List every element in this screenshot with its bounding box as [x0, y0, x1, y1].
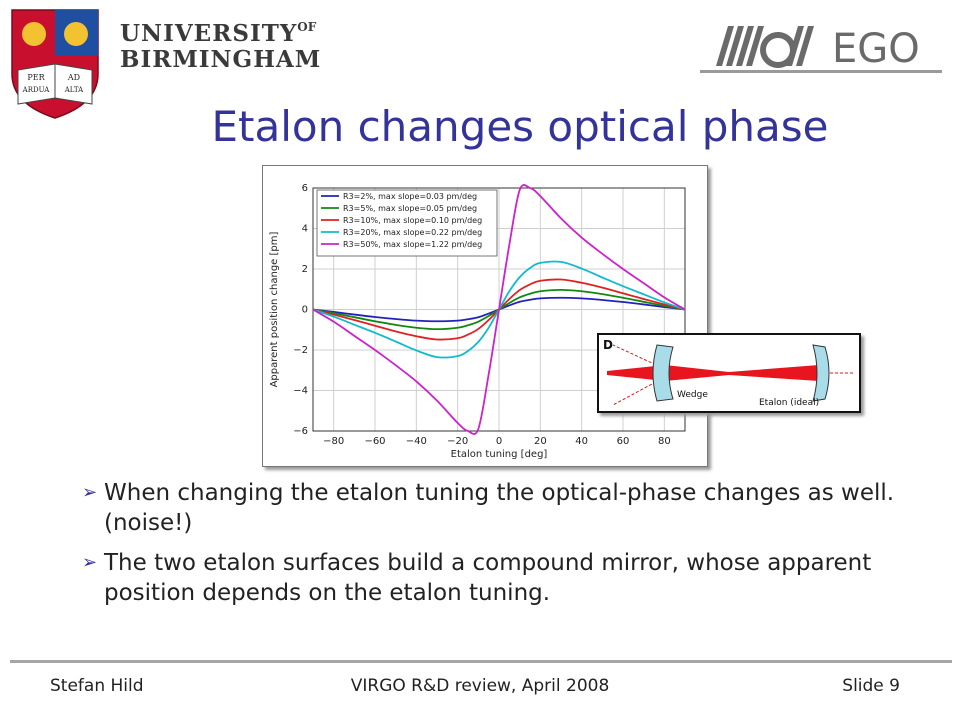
- x-tick-label: −20: [447, 436, 468, 447]
- footer-divider: [10, 660, 952, 663]
- ego-logo: EGO: [716, 26, 920, 70]
- legend-box: [316, 189, 498, 257]
- legend-label: R3=2%, max slope=0.03 pm/deg: [343, 192, 477, 201]
- etalon-diagram: D Wedge Etalon (ideal): [603, 338, 855, 408]
- y-tick-label: 0: [302, 305, 308, 316]
- university-line1: UNIVERSITY: [120, 20, 298, 47]
- crest-motto-alta: ALTA: [64, 86, 84, 94]
- y-tick-label: −6: [293, 426, 308, 437]
- bullet-arrow-icon: ➢: [82, 552, 98, 573]
- y-tick-label: 2: [302, 264, 308, 275]
- footer-slide-number: Slide 9: [842, 676, 900, 696]
- x-tick-label: −60: [364, 436, 385, 447]
- x-tick-label: 40: [575, 436, 588, 447]
- bullet-arrow-icon: ➢: [82, 482, 98, 503]
- series-line-5: [312, 184, 686, 435]
- bullet-item: ➢ When changing the etalon tuning the op…: [82, 478, 942, 538]
- university-of: OF: [297, 20, 317, 34]
- university-line2: BIRMINGHAM: [120, 46, 322, 73]
- slide-title: Etalon changes optical phase: [211, 102, 829, 151]
- crest-motto-ad: AD: [67, 73, 80, 82]
- footer-event: VIRGO R&D review, April 2008: [350, 676, 610, 696]
- laser-beam: [607, 365, 825, 381]
- x-tick-label: 80: [658, 436, 671, 447]
- wedge-optic: [652, 344, 674, 402]
- crest-motto-per: PER: [27, 73, 45, 82]
- inset-wedge-label: Wedge: [677, 390, 708, 400]
- crest-motto-ardua: ARDUA: [22, 86, 51, 94]
- y-axis-label: Apparent position change [pm]: [269, 232, 280, 388]
- legend-label: R3=50%, max slope=1.22 pm/deg: [343, 240, 482, 249]
- university-crest-logo: PER AD ARDUA ALTA: [11, 9, 99, 119]
- legend-label: R3=20%, max slope=0.22 pm/deg: [343, 228, 482, 237]
- bullet-text: The two etalon surfaces build a compound…: [104, 550, 872, 606]
- x-tick-label: 0: [496, 436, 502, 447]
- inset-etalon-label: Etalon (ideal): [759, 398, 819, 408]
- y-tick-label: 6: [302, 183, 308, 194]
- legend-label: R3=5%, max slope=0.05 pm/deg: [343, 204, 477, 213]
- x-tick-label: −80: [323, 436, 344, 447]
- x-tick-label: 20: [534, 436, 547, 447]
- bullet-text: When changing the etalon tuning the opti…: [104, 480, 895, 536]
- etalon-optic: [812, 344, 830, 402]
- header-divider: [700, 70, 942, 73]
- x-tick-label: −40: [406, 436, 427, 447]
- reflected-ray-up: [612, 344, 666, 370]
- bullet-list: ➢ When changing the etalon tuning the op…: [82, 478, 942, 618]
- x-axis-label: Etalon tuning [deg]: [451, 449, 548, 460]
- bullet-item: ➢ The two etalon surfaces build a compou…: [82, 548, 942, 608]
- y-tick-label: 4: [302, 224, 308, 235]
- y-tick-label: −2: [293, 345, 308, 356]
- chart-frame: −80 −60 −40 −20 0 20 40 60 80 −6 −4 −2 0 2 4 6 Etalon tu…: [262, 165, 708, 467]
- university-name: UNIVERSITYOF BIRMINGHAM: [120, 14, 321, 73]
- ego-logo-text: EGO: [832, 26, 920, 70]
- etalon-inset: D Wedge Etalon (ideal): [597, 333, 861, 413]
- inset-label-d: D: [603, 338, 613, 352]
- footer-author: Stefan Hild: [50, 676, 144, 696]
- y-tick-label: −4: [293, 386, 308, 397]
- legend-label: R3=10%, max slope=0.10 pm/deg: [343, 216, 482, 225]
- x-tick-label: 60: [617, 436, 630, 447]
